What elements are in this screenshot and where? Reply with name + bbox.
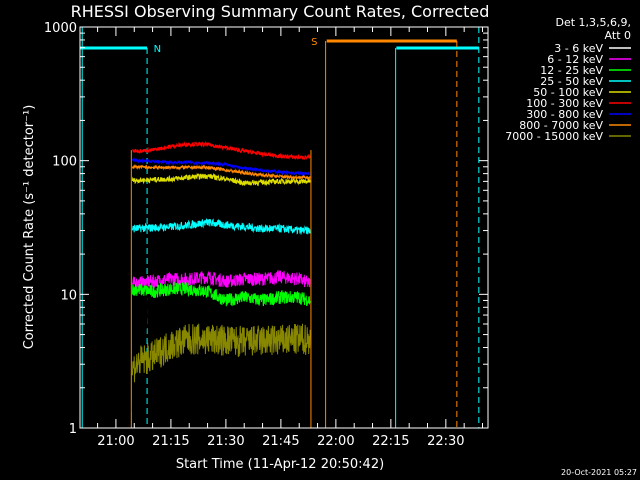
series-line-7 bbox=[131, 157, 311, 177]
legend-entry-label: 50 - 100 keV bbox=[533, 86, 603, 99]
y-axis-label: Corrected Count Rate (s⁻¹ detector⁻¹) bbox=[22, 105, 37, 350]
series-line-6 bbox=[132, 140, 311, 161]
x-tick-label: 21:30 bbox=[207, 434, 244, 449]
y-tick-label: 100 bbox=[52, 155, 77, 170]
legend-entry-label: 25 - 50 keV bbox=[540, 75, 603, 88]
x-tick-label: 21:45 bbox=[262, 434, 299, 449]
legend-entry-label: 3 - 6 keV bbox=[554, 42, 603, 55]
legend-entry-label: 12 - 25 keV bbox=[540, 64, 603, 77]
x-tick-label: 21:15 bbox=[152, 434, 189, 449]
plot-data-layer: NS bbox=[80, 27, 480, 428]
series-line-5 bbox=[131, 172, 311, 187]
legend-entry-label: 800 - 7000 keV bbox=[519, 119, 603, 132]
x-tick-label: 22:00 bbox=[317, 434, 354, 449]
series-line-3 bbox=[131, 281, 311, 307]
legend-entry-label: 100 - 300 keV bbox=[526, 97, 603, 110]
x-tick-label: 22:15 bbox=[372, 434, 409, 449]
legend-entry-label: 300 - 800 keV bbox=[526, 108, 603, 121]
flag-label-n: N bbox=[154, 44, 161, 55]
legend-header-line-1: Det 1,3,5,6,9, bbox=[555, 16, 631, 29]
flag-label-s: S bbox=[311, 37, 317, 48]
series-line-8 bbox=[131, 163, 311, 180]
plot-frame bbox=[79, 26, 489, 429]
legend-entry-label: 6 - 12 keV bbox=[547, 53, 603, 66]
creation-date: 20-Oct-2021 05:27 bbox=[561, 468, 637, 477]
series-line-4 bbox=[131, 218, 311, 235]
y-tick-label: 10 bbox=[60, 288, 77, 303]
y-tick-label: 1 bbox=[69, 422, 77, 437]
legend-header-line-2: Att 0 bbox=[605, 29, 631, 42]
chart-title: RHESSI Observing Summary Count Rates, Co… bbox=[71, 2, 490, 21]
plot-axes-layer: 1 10 100 1000 21:00 21:15 21:30 21:45 22:00 22:15… bbox=[44, 21, 489, 449]
x-tick-label: 21:00 bbox=[97, 434, 134, 449]
y-tick-label: 1000 bbox=[44, 21, 77, 36]
series-line-2 bbox=[131, 269, 311, 290]
x-tick-label: 22:30 bbox=[427, 434, 464, 449]
x-axis-label: Start Time (11-Apr-12 20:50:42) bbox=[176, 457, 384, 472]
series-line-9 bbox=[131, 323, 311, 383]
legend-entry-label: 7000 - 15000 keV bbox=[505, 130, 603, 143]
